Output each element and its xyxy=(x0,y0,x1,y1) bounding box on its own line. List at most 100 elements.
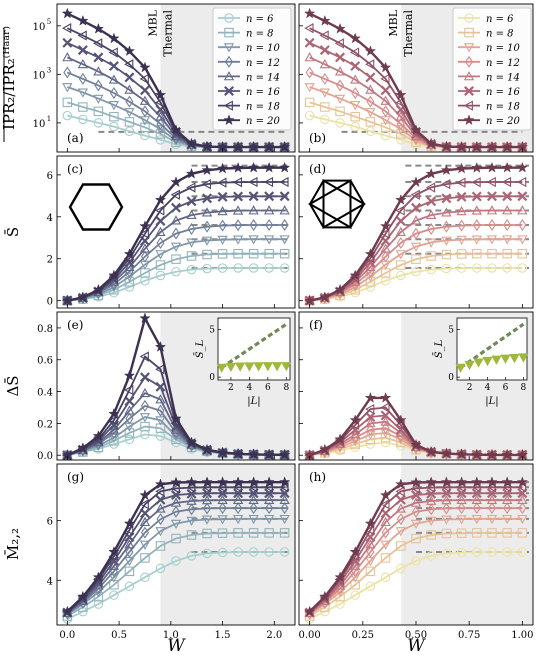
series-n=20 xyxy=(303,7,529,152)
data-point xyxy=(233,248,243,259)
panel-tag: (f) xyxy=(309,318,323,332)
data-point xyxy=(457,502,466,515)
data-point xyxy=(93,66,104,76)
data-point xyxy=(186,530,197,540)
data-point xyxy=(440,140,453,152)
data-point xyxy=(471,161,483,173)
data-point xyxy=(349,47,360,58)
axes-frame xyxy=(56,463,296,626)
data-point xyxy=(233,263,243,273)
data-point xyxy=(501,482,512,493)
data-point xyxy=(62,52,73,62)
data-point xyxy=(216,476,229,488)
plot-area xyxy=(61,464,295,625)
data-point xyxy=(319,14,331,26)
data-point xyxy=(455,162,468,174)
series-line xyxy=(309,499,523,614)
data-point xyxy=(170,242,182,252)
x-tick-label: 1.0 xyxy=(163,630,179,641)
y-tick-label: 0.2 xyxy=(37,419,53,430)
data-point xyxy=(366,95,375,108)
data-point xyxy=(365,72,376,83)
axes-frame xyxy=(56,311,296,461)
data-point xyxy=(349,545,361,557)
data-point xyxy=(216,446,229,458)
data-point xyxy=(364,248,377,259)
legend-marker xyxy=(224,86,234,96)
inset-point xyxy=(509,353,520,364)
data-point xyxy=(202,548,212,559)
data-point xyxy=(502,248,512,259)
data-point xyxy=(186,196,197,207)
x-tick-label: 0.25 xyxy=(352,630,374,641)
inset-x-label: |L| xyxy=(247,396,260,407)
data-point xyxy=(486,141,498,152)
axes-frame xyxy=(56,155,296,309)
data-point xyxy=(93,599,104,609)
data-point xyxy=(334,571,346,583)
legend-marker xyxy=(223,114,235,126)
series-line xyxy=(67,267,285,302)
series-line xyxy=(67,238,285,302)
data-point xyxy=(471,514,482,525)
data-point xyxy=(139,413,151,423)
data-point xyxy=(186,482,196,493)
data-point xyxy=(248,248,259,259)
data-point xyxy=(185,137,198,149)
data-point xyxy=(380,516,391,527)
data-point xyxy=(395,486,405,497)
data-point xyxy=(217,494,228,504)
data-point xyxy=(278,141,291,152)
data-point xyxy=(202,193,213,204)
y-tick-label: 0 xyxy=(47,297,53,308)
series-line xyxy=(67,195,285,302)
kagome-triangle xyxy=(322,178,366,230)
data-point xyxy=(248,235,259,245)
data-point xyxy=(457,219,466,232)
data-point xyxy=(304,52,315,62)
panel-tag: (g) xyxy=(67,470,84,484)
data-point xyxy=(501,176,512,188)
panel-b: (b) MBL Thermal n = 6 n = 8 n = 10 n = 12 n = 1… xyxy=(298,3,534,153)
series-n=8 xyxy=(62,528,290,621)
data-point xyxy=(248,514,259,525)
mbl-label: MBL xyxy=(387,9,400,36)
panel-tag: (b) xyxy=(309,131,326,145)
mbl-label: MBL xyxy=(146,9,159,36)
data-point xyxy=(155,216,166,226)
data-point xyxy=(516,476,529,488)
data-point xyxy=(217,263,228,273)
legend-marker xyxy=(463,43,475,53)
data-point xyxy=(395,205,405,216)
data-point xyxy=(455,448,468,460)
data-point xyxy=(425,482,436,493)
data-point xyxy=(502,263,512,273)
data-point xyxy=(410,519,422,529)
data-point xyxy=(217,191,228,202)
data-point xyxy=(124,272,135,282)
data-point xyxy=(441,488,452,499)
data-point xyxy=(171,227,181,240)
data-point xyxy=(77,291,89,303)
plot-area xyxy=(303,464,533,625)
data-point xyxy=(501,448,513,460)
series-n=20 xyxy=(61,161,291,306)
data-point xyxy=(140,572,150,583)
data-point xyxy=(426,209,437,220)
legend-label: n = 16 xyxy=(486,87,521,98)
data-point xyxy=(410,438,422,450)
data-point xyxy=(442,502,451,515)
data-point xyxy=(171,505,181,518)
data-point xyxy=(380,85,391,96)
data-point xyxy=(62,23,72,34)
data-point xyxy=(171,254,181,264)
data-point xyxy=(364,391,377,403)
data-point xyxy=(78,102,88,112)
data-point xyxy=(350,121,360,132)
data-point xyxy=(279,547,290,557)
inset-point xyxy=(262,362,273,372)
data-point xyxy=(201,476,213,488)
inset-y-tick-label: 5 xyxy=(448,325,454,335)
data-point xyxy=(155,503,166,513)
